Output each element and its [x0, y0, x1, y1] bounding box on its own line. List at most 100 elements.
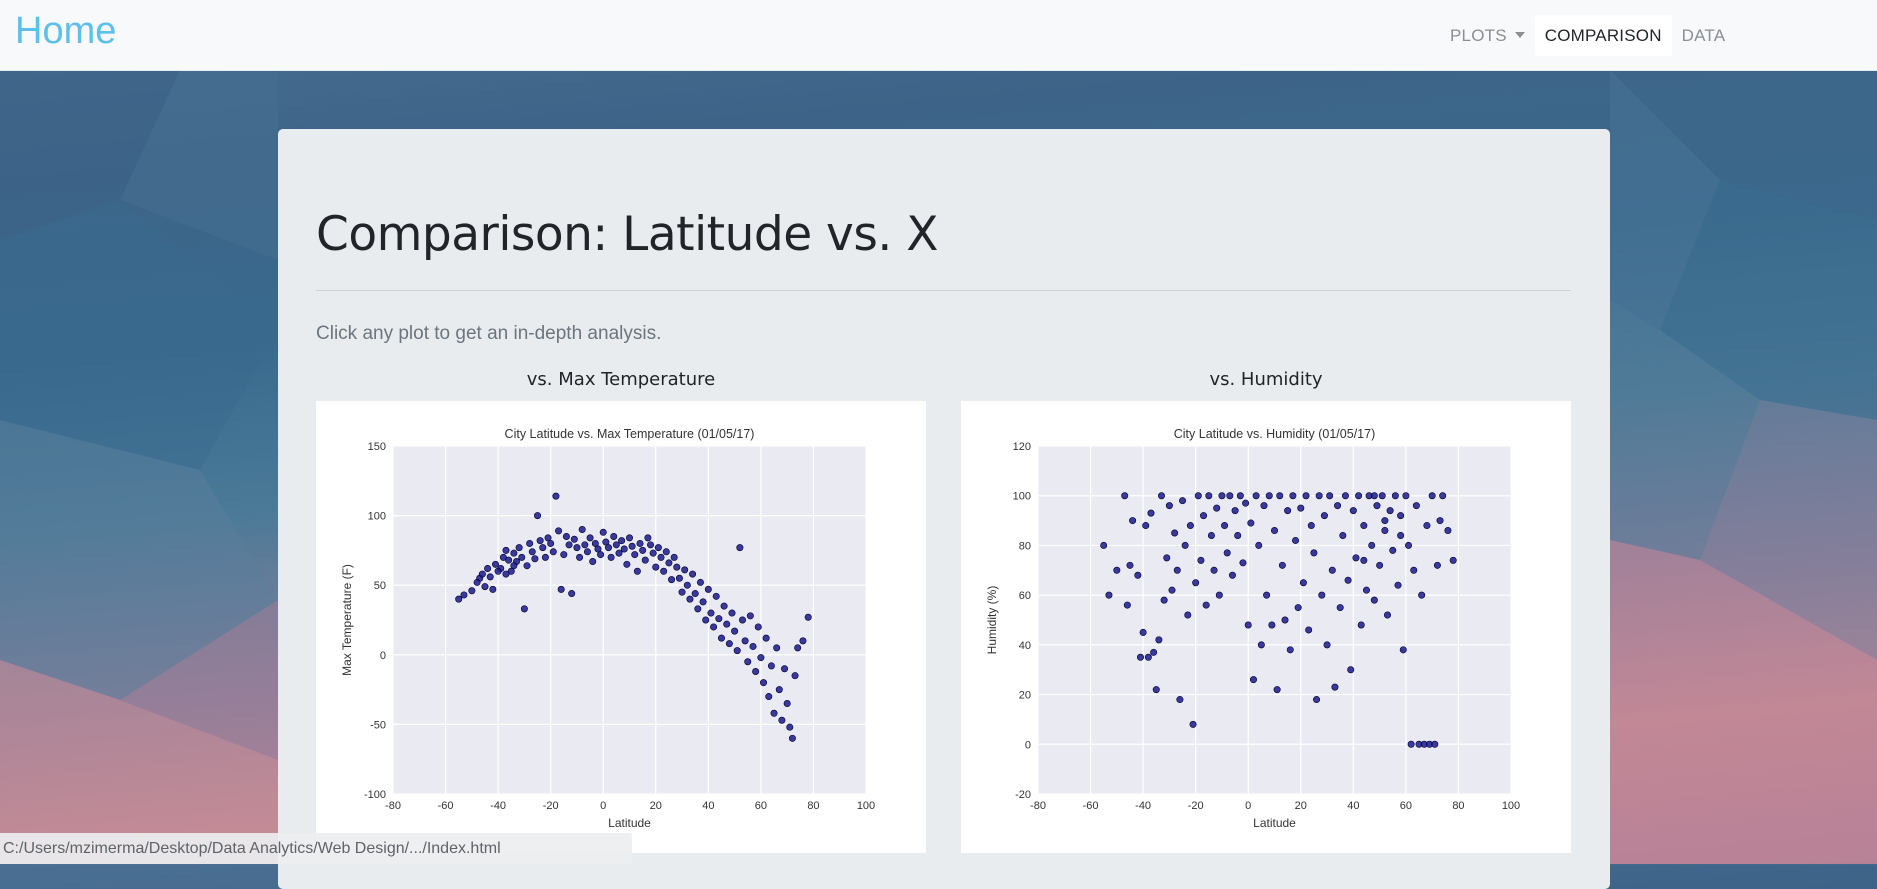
data-point [654, 544, 662, 552]
data-point [1313, 696, 1321, 704]
data-point [1315, 492, 1323, 500]
data-point [1260, 502, 1268, 510]
y-tick-label: 20 [1019, 690, 1031, 702]
data-point [1381, 527, 1389, 535]
data-point [1228, 571, 1236, 579]
data-point [591, 539, 599, 547]
data-point [618, 537, 626, 545]
data-point [662, 548, 670, 556]
data-point [712, 592, 720, 600]
data-point [1357, 621, 1365, 629]
data-point [1155, 636, 1163, 644]
data-point [770, 709, 778, 717]
data-point [728, 609, 736, 617]
x-tick-label: -60 [438, 800, 454, 812]
y-axis-label: Max Temperature (F) [340, 564, 354, 676]
nav-data[interactable]: DATA [1681, 25, 1726, 45]
top-navbar: Home PLOTS COMPARISON DATA [0, 0, 1877, 71]
data-point [1336, 604, 1344, 612]
data-point [1142, 522, 1150, 530]
data-point [660, 567, 668, 575]
data-point [1257, 641, 1265, 649]
data-point [710, 623, 718, 631]
data-point [1433, 561, 1441, 569]
y-tick-label: 50 [374, 580, 386, 592]
y-axis-label: Humidity (%) [985, 586, 999, 655]
data-point [699, 598, 707, 606]
data-point [1273, 686, 1281, 694]
data-point [773, 644, 781, 652]
data-point [1299, 579, 1307, 587]
data-point [541, 553, 549, 561]
data-point [704, 585, 712, 593]
x-tick-label: 20 [650, 800, 662, 812]
plot-area [1038, 446, 1511, 794]
data-point [1436, 517, 1444, 525]
y-tick-label: 0 [380, 650, 386, 662]
data-point [1305, 626, 1313, 634]
data-point [1218, 492, 1226, 500]
data-point [1152, 686, 1160, 694]
data-point [586, 534, 594, 542]
data-point [1341, 492, 1349, 500]
data-point [489, 585, 497, 593]
plot-card-max-temp[interactable]: -80 -60 -40 -20 0 20 40 60 80 100 -100 -50 0 50 100 150… [316, 401, 926, 853]
data-point [1360, 522, 1368, 530]
data-point [1402, 492, 1410, 500]
data-point [1344, 576, 1352, 584]
data-point [1163, 554, 1171, 562]
data-point [491, 560, 499, 568]
data-point [783, 700, 791, 708]
data-point [1179, 497, 1187, 505]
data-point [738, 616, 746, 624]
data-point [691, 590, 699, 598]
data-point [1268, 621, 1276, 629]
data-point [1368, 541, 1376, 549]
nav-comparison[interactable]: COMPARISON [1534, 14, 1672, 56]
plot-card-humidity[interactable]: -80 -60 -40 -20 0 20 40 60 80 100 -20 0 20 40 60 80 100 1… [961, 401, 1571, 853]
data-point [510, 562, 518, 570]
data-point [552, 492, 560, 500]
brand-home-link[interactable]: Home [15, 10, 117, 52]
data-point [657, 553, 665, 561]
data-point [623, 560, 631, 568]
data-point [1320, 512, 1328, 520]
data-point [673, 563, 681, 571]
data-point [1194, 492, 1202, 500]
data-point [502, 546, 510, 554]
data-point [549, 548, 557, 556]
x-tick-label: -80 [385, 800, 401, 812]
main-container: Comparison: Latitude vs. X Click any plo… [278, 129, 1610, 889]
data-point [744, 658, 752, 666]
data-point [1239, 559, 1247, 567]
nav-plots-dropdown[interactable]: PLOTS [1440, 15, 1535, 56]
data-point [1176, 696, 1184, 704]
plot-heading-max-temp: vs. Max Temperature [526, 369, 716, 390]
x-tick-label: -20 [1188, 800, 1204, 812]
y-tick-label: 0 [1025, 739, 1031, 751]
data-point [534, 512, 542, 520]
data-point [1249, 676, 1257, 684]
x-tick-label: -60 [1083, 800, 1099, 812]
data-point [581, 541, 589, 549]
data-point [594, 545, 602, 553]
data-point [1449, 556, 1457, 564]
data-point [518, 553, 526, 561]
data-point [731, 627, 739, 635]
data-point [573, 544, 581, 552]
data-point [565, 541, 573, 549]
data-point [1307, 522, 1315, 530]
data-point [1418, 591, 1426, 599]
data-point [696, 578, 704, 586]
data-point [473, 578, 481, 586]
data-point [749, 642, 757, 650]
data-point [762, 634, 770, 642]
data-point [481, 583, 489, 591]
data-point [526, 539, 534, 547]
data-point [1160, 596, 1168, 604]
data-point [1126, 561, 1134, 569]
data-point [1168, 586, 1176, 594]
x-tick-label: 80 [807, 800, 819, 812]
y-tick-label: 100 [1013, 491, 1031, 503]
y-tick-label: 120 [1013, 441, 1031, 453]
